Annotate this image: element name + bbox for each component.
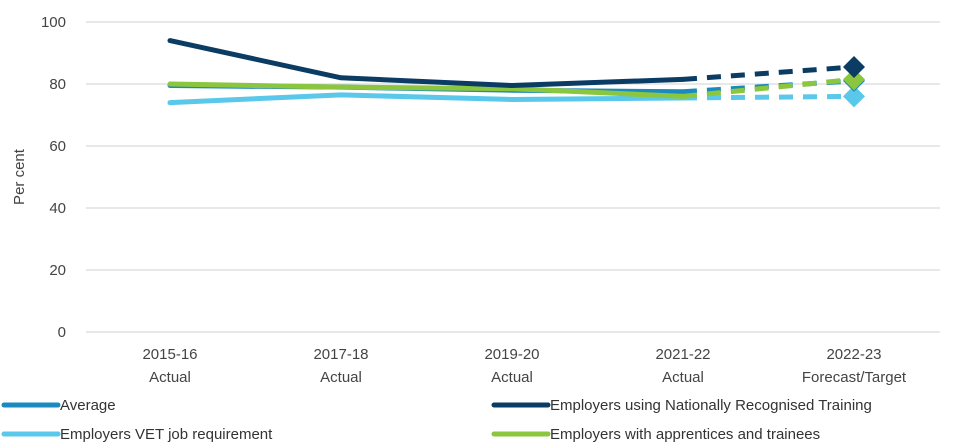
x-axis-ticks: 2015-16 Actual 2017-18 Actual 2019-20 Actual 2… bbox=[142, 346, 906, 386]
legend-label: Employers VET job requirement bbox=[60, 426, 273, 443]
x-tick-label: 2015-16 bbox=[142, 346, 197, 363]
series-line-actual bbox=[167, 38, 686, 89]
legend-label: Employers using Nationally Recognised Tr… bbox=[550, 397, 872, 414]
series-line-forecast bbox=[682, 93, 855, 101]
x-tick-sublabel: Actual bbox=[662, 369, 704, 386]
forecast-markers bbox=[843, 55, 865, 108]
series-line-forecast bbox=[682, 78, 855, 95]
forecast-diamond-marker bbox=[843, 55, 865, 78]
y-tick-label: 80 bbox=[49, 76, 66, 93]
y-tick-label: 100 bbox=[41, 14, 66, 31]
series-line-forecast bbox=[682, 64, 855, 82]
forecast-diamond-marker bbox=[843, 85, 865, 108]
legend-label: Average bbox=[60, 397, 116, 414]
legend: Average Employers using Nationally Recogn… bbox=[1, 397, 872, 443]
x-tick-sublabel: Actual bbox=[320, 369, 362, 386]
y-tick-label: 0 bbox=[58, 324, 66, 341]
legend-label: Employers with apprentices and trainees bbox=[550, 426, 820, 443]
forecast-diamond-marker bbox=[843, 68, 865, 91]
x-tick-sublabel: Forecast/Target bbox=[802, 369, 907, 386]
x-tick-label: 2021-22 bbox=[655, 346, 710, 363]
x-tick-label: 2017-18 bbox=[313, 346, 368, 363]
x-tick-sublabel: Actual bbox=[149, 369, 191, 386]
series-line-actual bbox=[167, 81, 686, 99]
x-tick-label: 2022-23 bbox=[826, 346, 881, 363]
y-axis-ticks: 0 20 40 60 80 100 bbox=[41, 14, 66, 341]
y-tick-label: 40 bbox=[49, 200, 66, 217]
series-line-actual bbox=[167, 92, 686, 106]
series-lines bbox=[167, 38, 855, 106]
y-tick-label: 20 bbox=[49, 262, 66, 279]
y-tick-label: 60 bbox=[49, 138, 66, 155]
x-tick-sublabel: Actual bbox=[491, 369, 533, 386]
x-tick-label: 2019-20 bbox=[484, 346, 539, 363]
y-axis-label: Per cent bbox=[11, 148, 28, 205]
series-line-forecast bbox=[682, 76, 855, 99]
